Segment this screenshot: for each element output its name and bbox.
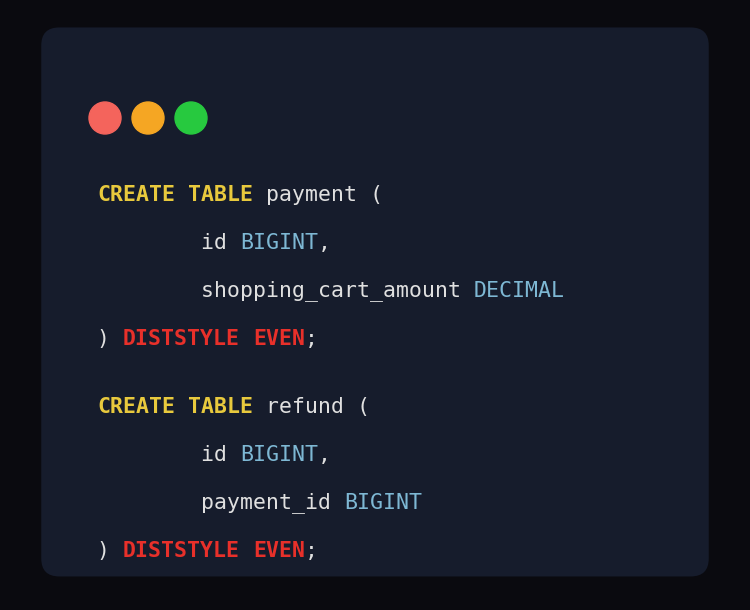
- Text: DISTSTYLE: DISTSTYLE: [123, 541, 240, 561]
- Circle shape: [175, 102, 207, 134]
- Text: ,: ,: [318, 445, 331, 465]
- Text: CREATE: CREATE: [97, 397, 175, 417]
- FancyBboxPatch shape: [41, 27, 709, 576]
- Text: TABLE: TABLE: [175, 397, 266, 417]
- Text: ): ): [97, 329, 123, 349]
- Circle shape: [89, 102, 121, 134]
- Text: shopping_cart_amount: shopping_cart_amount: [97, 281, 474, 301]
- Circle shape: [132, 102, 164, 134]
- Text: DECIMAL: DECIMAL: [474, 281, 565, 301]
- Text: ,: ,: [318, 233, 331, 253]
- Text: ;: ;: [305, 329, 318, 349]
- Text: CREATE: CREATE: [97, 185, 175, 205]
- Text: BIGINT: BIGINT: [240, 233, 318, 253]
- Text: ;: ;: [305, 541, 318, 561]
- Text: BIGINT: BIGINT: [240, 445, 318, 465]
- Text: payment_id: payment_id: [97, 492, 344, 514]
- Text: TABLE: TABLE: [175, 185, 266, 205]
- Text: EVEN: EVEN: [253, 329, 305, 349]
- Text: id: id: [97, 445, 240, 465]
- Text: refund (: refund (: [266, 397, 370, 417]
- Text: payment (: payment (: [266, 185, 383, 205]
- Text: DISTSTYLE: DISTSTYLE: [123, 329, 240, 349]
- Text: BIGINT: BIGINT: [344, 493, 422, 513]
- Text: EVEN: EVEN: [253, 541, 305, 561]
- Text: ): ): [97, 541, 123, 561]
- Text: id: id: [97, 233, 240, 253]
